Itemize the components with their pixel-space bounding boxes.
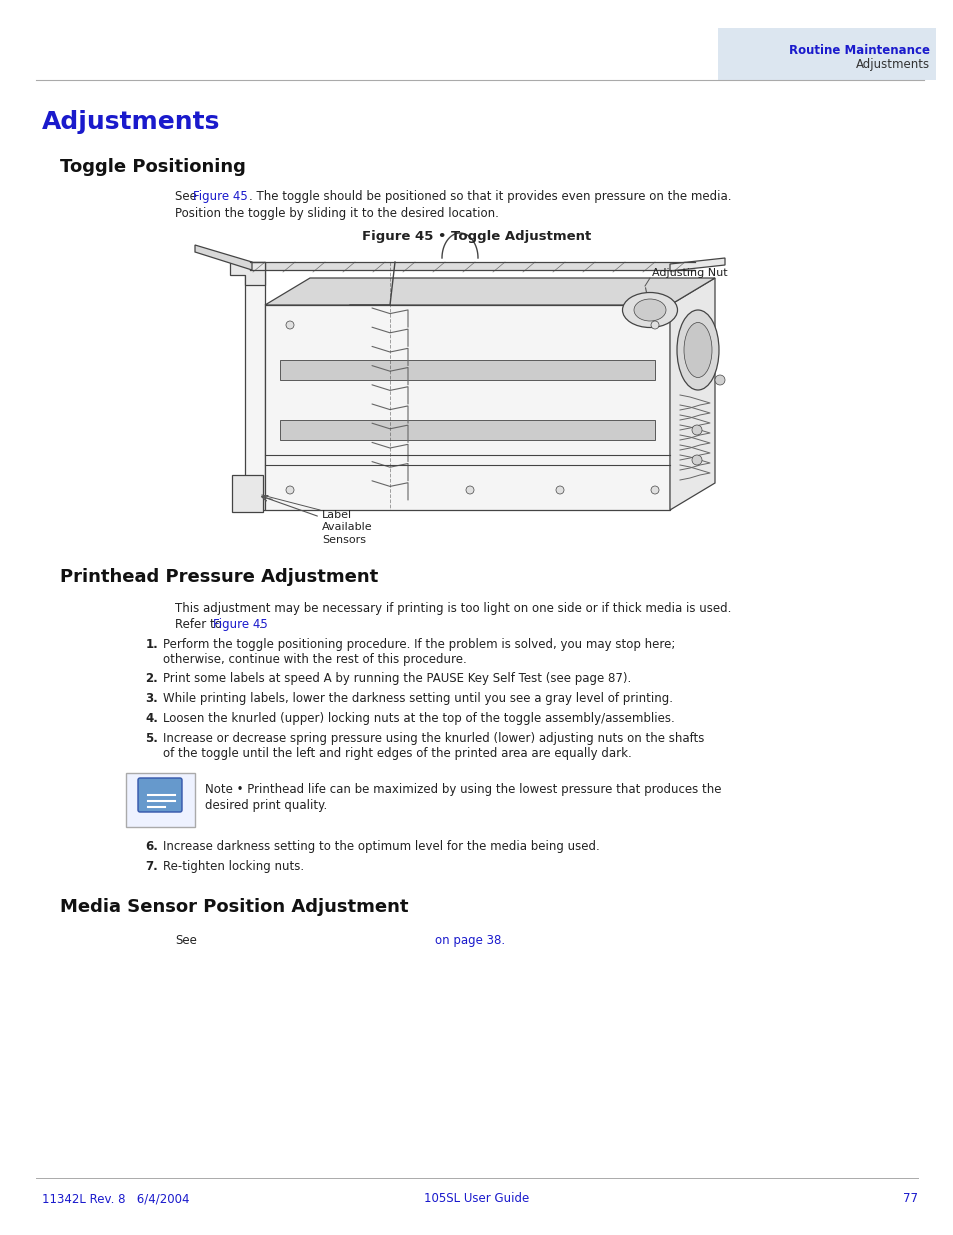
Ellipse shape: [650, 321, 659, 329]
Text: otherwise, continue with the rest of this procedure.: otherwise, continue with the rest of thi…: [163, 653, 466, 666]
FancyBboxPatch shape: [126, 773, 194, 827]
Text: Printhead Pressure Adjustment: Printhead Pressure Adjustment: [60, 568, 377, 585]
Text: 3.: 3.: [145, 692, 158, 705]
Text: Adjustments: Adjustments: [855, 58, 929, 70]
Ellipse shape: [677, 310, 719, 390]
Ellipse shape: [556, 487, 563, 494]
Polygon shape: [669, 278, 714, 510]
Text: Figure 45: Figure 45: [193, 190, 248, 203]
Polygon shape: [669, 258, 724, 270]
Ellipse shape: [691, 425, 701, 435]
Text: 6.: 6.: [145, 840, 158, 853]
Text: 11342L Rev. 8   6/4/2004: 11342L Rev. 8 6/4/2004: [42, 1192, 190, 1205]
Polygon shape: [280, 420, 655, 440]
Text: Increase or decrease spring pressure using the knurled (lower) adjusting nuts on: Increase or decrease spring pressure usi…: [163, 732, 703, 745]
Polygon shape: [250, 262, 695, 270]
Text: Media Sensor Position Adjustment: Media Sensor Position Adjustment: [60, 898, 408, 916]
Text: 2.: 2.: [145, 672, 158, 685]
Polygon shape: [245, 262, 265, 510]
Text: Figure 45: Figure 45: [213, 618, 268, 631]
Ellipse shape: [714, 375, 724, 385]
Text: Increase darkness setting to the optimum level for the media being used.: Increase darkness setting to the optimum…: [163, 840, 599, 853]
Text: desired print quality.: desired print quality.: [205, 799, 327, 811]
Text: See: See: [174, 934, 196, 947]
Text: Toggle Positioning: Toggle Positioning: [60, 158, 246, 177]
Text: on page 38.: on page 38.: [435, 934, 504, 947]
FancyBboxPatch shape: [718, 28, 935, 80]
Ellipse shape: [622, 293, 677, 327]
Text: of the toggle until the left and right edges of the printed area are equally dar: of the toggle until the left and right e…: [163, 747, 631, 760]
Text: While printing labels, lower the darkness setting until you see a gray level of : While printing labels, lower the darknes…: [163, 692, 672, 705]
Text: Note • Printhead life can be maximized by using the lowest pressure that produce: Note • Printhead life can be maximized b…: [205, 783, 720, 797]
Text: Refer to: Refer to: [174, 618, 226, 631]
Text: 7.: 7.: [145, 860, 158, 873]
Polygon shape: [265, 278, 714, 305]
Polygon shape: [265, 305, 669, 510]
Text: 77: 77: [902, 1192, 917, 1205]
FancyBboxPatch shape: [138, 778, 182, 811]
Text: Position the toggle by sliding it to the desired location.: Position the toggle by sliding it to the…: [174, 207, 498, 220]
Text: Routine Maintenance: Routine Maintenance: [788, 44, 929, 57]
Text: Re-tighten locking nuts.: Re-tighten locking nuts.: [163, 860, 304, 873]
Text: Adjusting Nut: Adjusting Nut: [651, 268, 727, 278]
Polygon shape: [230, 262, 265, 285]
Ellipse shape: [286, 487, 294, 494]
Text: Adjustments: Adjustments: [42, 110, 220, 135]
Text: Print some labels at speed A by running the PAUSE Key Self Test (see page 87).: Print some labels at speed A by running …: [163, 672, 631, 685]
Text: 105SL User Guide: 105SL User Guide: [424, 1192, 529, 1205]
Text: Figure 45 • Toggle Adjustment: Figure 45 • Toggle Adjustment: [362, 230, 591, 243]
Text: 4.: 4.: [145, 713, 158, 725]
Text: Perform the toggle positioning procedure. If the problem is solved, you may stop: Perform the toggle positioning procedure…: [163, 638, 675, 651]
Polygon shape: [280, 359, 655, 380]
Ellipse shape: [691, 454, 701, 466]
Ellipse shape: [286, 321, 294, 329]
Text: 5.: 5.: [145, 732, 158, 745]
Ellipse shape: [634, 299, 665, 321]
Polygon shape: [232, 475, 263, 513]
Text: This adjustment may be necessary if printing is too light on one side or if thic: This adjustment may be necessary if prin…: [174, 601, 731, 615]
Ellipse shape: [465, 487, 474, 494]
Text: Label
Available
Sensors: Label Available Sensors: [322, 510, 373, 545]
Polygon shape: [194, 245, 252, 270]
Text: .: .: [258, 618, 262, 631]
Text: Loosen the knurled (upper) locking nuts at the top of the toggle assembly/assemb: Loosen the knurled (upper) locking nuts …: [163, 713, 674, 725]
Text: . The toggle should be positioned so that it provides even pressure on the media: . The toggle should be positioned so tha…: [249, 190, 731, 203]
Text: 1.: 1.: [145, 638, 158, 651]
Text: See: See: [174, 190, 200, 203]
Ellipse shape: [650, 487, 659, 494]
Ellipse shape: [683, 322, 711, 378]
